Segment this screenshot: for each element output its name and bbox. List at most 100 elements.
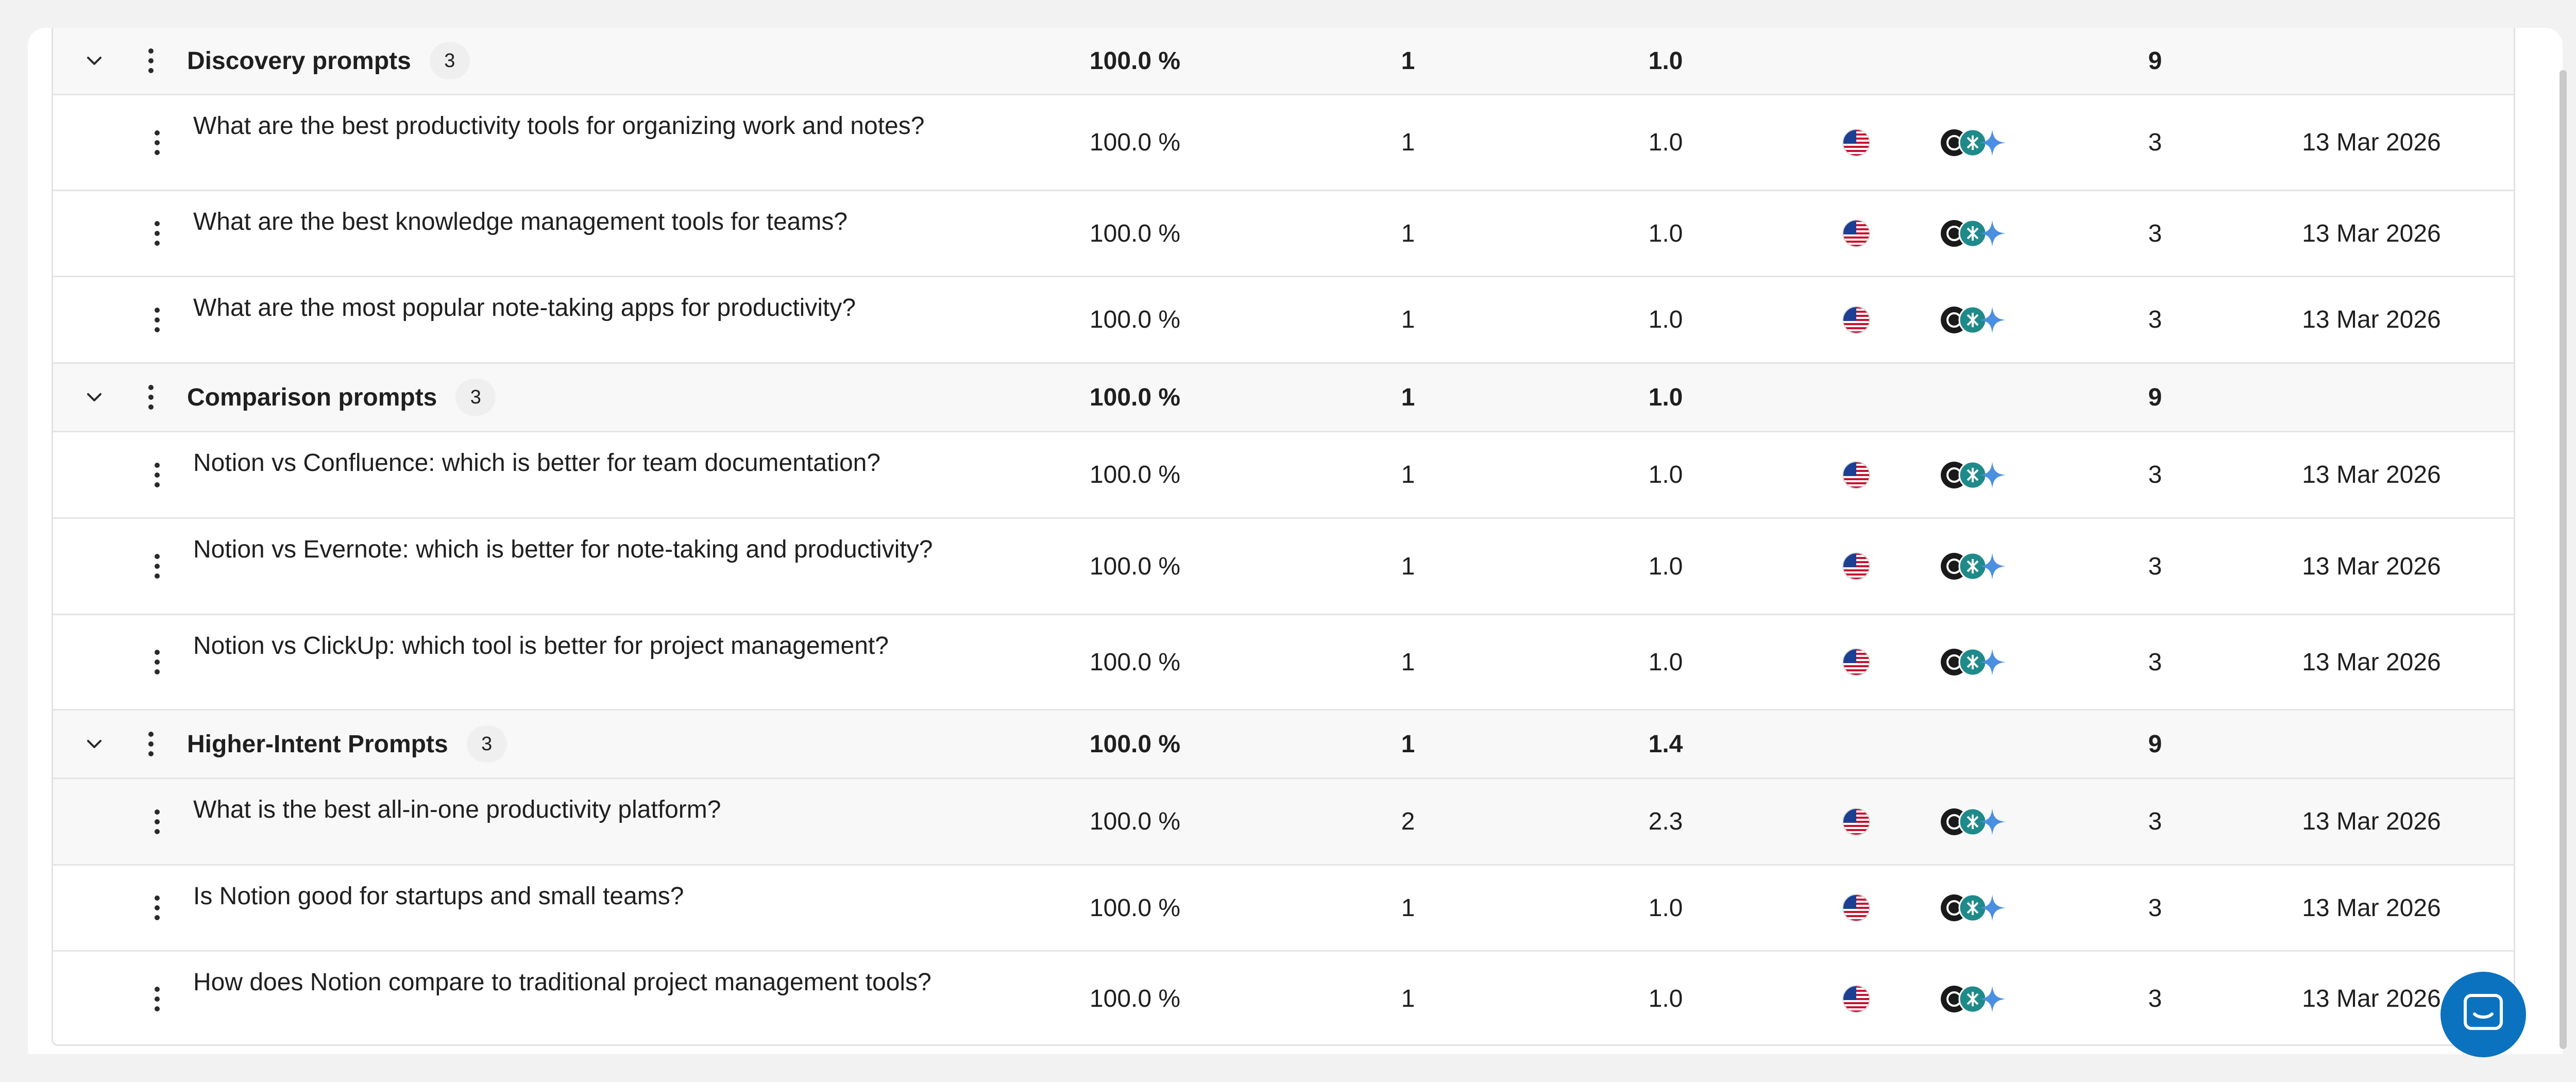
prompt-row[interactable]: What are the best productivity tools for… <box>53 95 2514 191</box>
group-visibility: 100.0 % <box>1089 730 1181 758</box>
engines-icon <box>1903 432 2047 517</box>
prompt-row[interactable]: What are the most popular note-taking ap… <box>53 277 2514 364</box>
kebab-menu-icon[interactable] <box>149 892 165 923</box>
prompt-date: 13 Mar 2026 <box>2302 552 2441 580</box>
group-row-discovery[interactable]: Discovery prompts 3 100.0 % 1 1.0 9 <box>53 28 2514 95</box>
prompts-card: Discovery prompts 3 100.0 % 1 1.0 9 What… <box>28 28 2563 1054</box>
prompt-average: 1.0 <box>1648 648 1683 676</box>
prompt-visibility: 100.0 % <box>1089 648 1181 676</box>
kebab-menu-icon[interactable] <box>149 305 165 335</box>
engines-icon <box>1903 866 2047 950</box>
chevron-down-icon[interactable] <box>81 731 108 757</box>
prompt-count: 3 <box>2148 894 2162 922</box>
prompt-row[interactable]: What is the best all-in-one productivity… <box>53 779 2514 866</box>
engines-icon <box>1903 952 2047 1046</box>
group-visibility: 100.0 % <box>1089 383 1181 411</box>
group-title: Discovery prompts <box>187 47 411 75</box>
group-title: Higher-Intent Prompts <box>187 730 448 758</box>
chevron-down-icon[interactable] <box>81 47 108 74</box>
kebab-menu-icon[interactable] <box>149 551 165 582</box>
prompt-text: Is Notion good for startups and small te… <box>193 883 684 910</box>
kebab-menu-icon[interactable] <box>143 382 159 413</box>
us-flag-icon <box>1805 191 1908 276</box>
prompt-row[interactable]: How does Notion compare to traditional p… <box>53 952 2514 1046</box>
group-total: 9 <box>2148 383 2162 411</box>
engines-icon <box>1903 95 2047 190</box>
prompt-date: 13 Mar 2026 <box>2302 808 2441 835</box>
kebab-menu-icon[interactable] <box>149 127 165 158</box>
prompt-date: 13 Mar 2026 <box>2302 985 2441 1012</box>
prompt-row[interactable]: Notion vs Evernote: which is better for … <box>53 519 2514 615</box>
prompt-position: 1 <box>1401 219 1415 247</box>
prompt-text: Notion vs Confluence: which is better fo… <box>193 449 881 477</box>
chat-support-button[interactable] <box>2441 972 2526 1057</box>
prompt-average: 1.0 <box>1648 219 1683 247</box>
prompt-average: 1.0 <box>1648 985 1683 1012</box>
prompt-visibility: 100.0 % <box>1089 985 1181 1012</box>
group-total: 9 <box>2148 730 2162 758</box>
prompt-visibility: 100.0 % <box>1089 894 1181 922</box>
prompt-date: 13 Mar 2026 <box>2302 894 2441 922</box>
group-name: Discovery prompts 3 <box>187 28 470 94</box>
kebab-menu-icon[interactable] <box>149 647 165 678</box>
prompt-count: 3 <box>2148 219 2162 247</box>
vertical-scrollbar[interactable] <box>2560 70 2567 1049</box>
prompt-position: 1 <box>1401 552 1415 580</box>
prompt-position: 1 <box>1401 985 1415 1012</box>
engines-icon <box>1903 191 2047 276</box>
kebab-menu-icon[interactable] <box>143 45 159 76</box>
group-name: Comparison prompts 3 <box>187 364 496 431</box>
kebab-menu-icon[interactable] <box>149 984 165 1015</box>
prompt-visibility: 100.0 % <box>1089 306 1181 333</box>
prompt-row[interactable]: What are the best knowledge management t… <box>53 191 2514 277</box>
group-count-badge: 3 <box>429 42 470 79</box>
group-count-badge: 3 <box>466 725 507 763</box>
prompt-average: 2.3 <box>1648 808 1683 835</box>
engines-icon <box>1903 277 2047 362</box>
prompt-count: 3 <box>2148 648 2162 676</box>
prompt-text: What are the best productivity tools for… <box>193 112 925 140</box>
group-average: 1.4 <box>1648 730 1683 758</box>
chevron-down-icon[interactable] <box>81 384 108 411</box>
prompt-text: Notion vs ClickUp: which tool is better … <box>193 632 889 660</box>
us-flag-icon <box>1805 615 1908 709</box>
prompt-average: 1.0 <box>1648 894 1683 922</box>
prompt-visibility: 100.0 % <box>1089 129 1181 156</box>
group-average: 1.0 <box>1648 47 1683 75</box>
prompt-visibility: 100.0 % <box>1089 461 1181 488</box>
prompt-row[interactable]: Is Notion good for startups and small te… <box>53 866 2514 952</box>
prompt-date: 13 Mar 2026 <box>2302 306 2441 333</box>
engines-icon <box>1903 519 2047 614</box>
prompt-average: 1.0 <box>1648 306 1683 333</box>
group-average: 1.0 <box>1648 383 1683 411</box>
group-row-higher-intent[interactable]: Higher-Intent Prompts 3 100.0 % 1 1.4 9 <box>53 711 2514 779</box>
prompt-text: How does Notion compare to traditional p… <box>193 969 931 996</box>
prompt-text: Notion vs Evernote: which is better for … <box>193 536 933 563</box>
group-position: 1 <box>1401 47 1415 75</box>
kebab-menu-icon[interactable] <box>149 218 165 249</box>
kebab-menu-icon[interactable] <box>143 729 159 759</box>
prompt-count: 3 <box>2148 129 2162 156</box>
engines-icon <box>1903 779 2047 864</box>
prompt-text: What is the best all-in-one productivity… <box>193 796 721 823</box>
group-position: 1 <box>1401 383 1415 411</box>
prompt-date: 13 Mar 2026 <box>2302 461 2441 488</box>
us-flag-icon <box>1805 432 1908 517</box>
prompt-count: 3 <box>2148 461 2162 488</box>
prompt-row[interactable]: Notion vs Confluence: which is better fo… <box>53 432 2514 519</box>
prompt-average: 1.0 <box>1648 129 1683 156</box>
group-total: 9 <box>2148 47 2162 75</box>
kebab-menu-icon[interactable] <box>149 460 165 491</box>
prompt-date: 13 Mar 2026 <box>2302 129 2441 156</box>
chat-support-icon <box>2461 991 2505 1038</box>
group-row-comparison[interactable]: Comparison prompts 3 100.0 % 1 1.0 9 <box>53 364 2514 432</box>
prompt-count: 3 <box>2148 552 2162 580</box>
kebab-menu-icon[interactable] <box>149 806 165 837</box>
prompt-row[interactable]: Notion vs ClickUp: which tool is better … <box>53 615 2514 711</box>
prompt-visibility: 100.0 % <box>1089 808 1181 835</box>
prompt-position: 1 <box>1401 461 1415 488</box>
prompt-count: 3 <box>2148 985 2162 1012</box>
prompt-average: 1.0 <box>1648 552 1683 580</box>
group-count-badge: 3 <box>455 379 496 416</box>
